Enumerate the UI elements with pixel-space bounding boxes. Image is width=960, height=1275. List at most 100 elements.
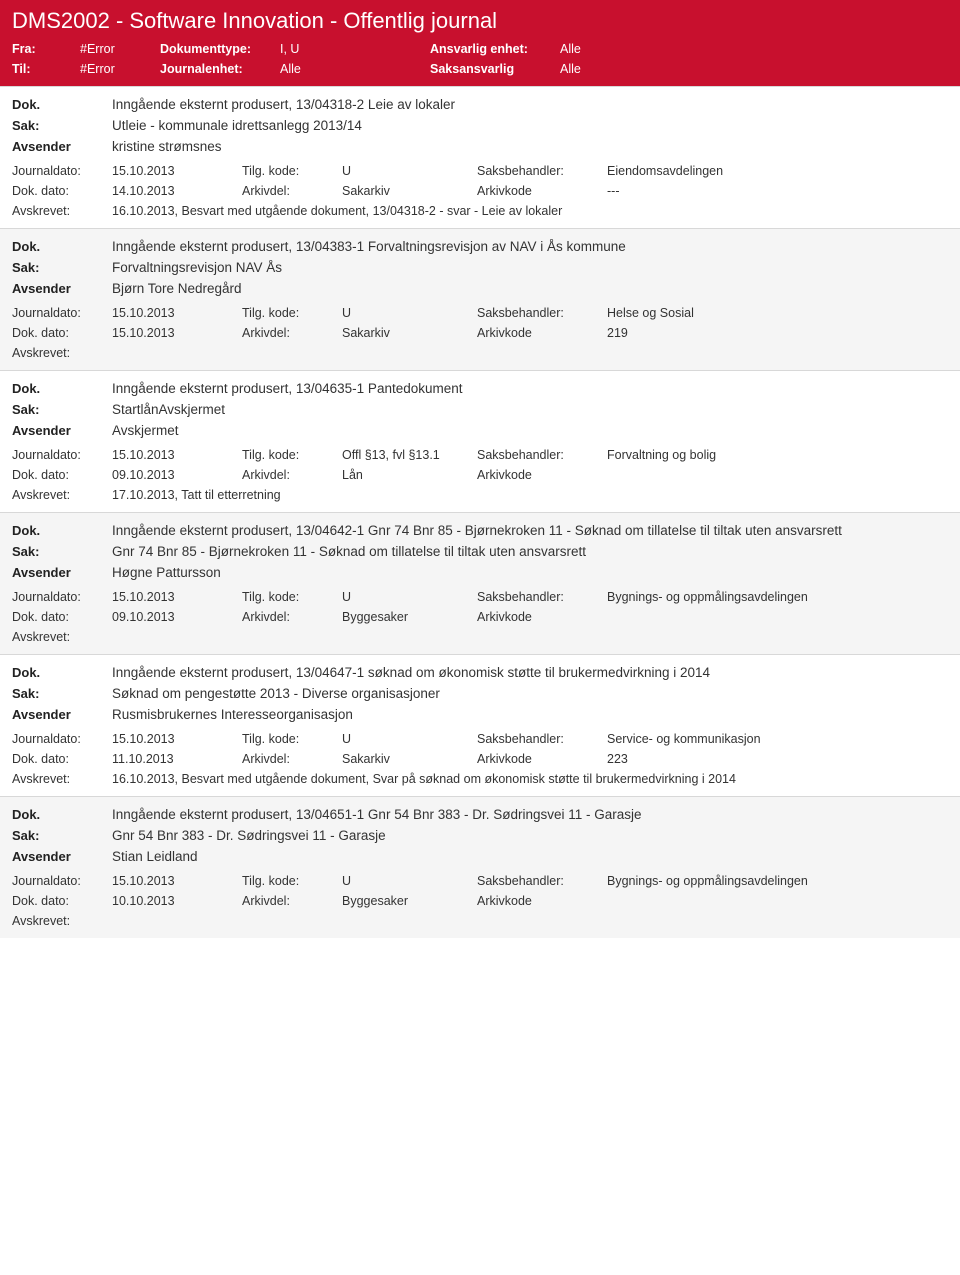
avsender-value: Rusmisbrukernes Interesseorganisasjon (112, 707, 353, 722)
dok-label: Dok. (12, 239, 112, 254)
filter-fra-label: Fra: (12, 42, 80, 56)
avsender-value: Avskjermet (112, 423, 179, 438)
saksbehandler-label: Saksbehandler: (477, 732, 607, 746)
dok-value: Inngående eksternt produsert, 13/04647-1… (112, 665, 710, 680)
journaldato-label: Journaldato: (12, 590, 112, 604)
journaldato-label: Journaldato: (12, 306, 112, 320)
tilgkode-value: U (342, 306, 477, 320)
filter-saksansvarlig-label: Saksansvarlig (430, 62, 560, 76)
avsender-value: Stian Leidland (112, 849, 198, 864)
tilgkode-value: U (342, 590, 477, 604)
arkivkode-value: 219 (607, 326, 948, 340)
arkivkode-label: Arkivkode (477, 752, 607, 766)
tilgkode-label: Tilg. kode: (242, 306, 342, 320)
sak-label: Sak: (12, 544, 112, 559)
avsender-label: Avsender (12, 849, 112, 864)
arkivdel-value: Lån (342, 468, 477, 482)
tilgkode-label: Tilg. kode: (242, 164, 342, 178)
journal-entry: Dok.Inngående eksternt produsert, 13/043… (0, 228, 960, 370)
sak-value: Utleie - kommunale idrettsanlegg 2013/14 (112, 118, 362, 133)
filter-saksansvarlig-value: Alle (560, 62, 581, 76)
dok-value: Inngående eksternt produsert, 13/04318-2… (112, 97, 455, 112)
journal-entry: Dok.Inngående eksternt produsert, 13/043… (0, 86, 960, 228)
avskrevet-label: Avskrevet: (12, 346, 112, 360)
filter-ansvarlig-label: Ansvarlig enhet: (430, 42, 560, 56)
filter-fra-value: #Error (80, 42, 160, 56)
avskrevet-value: 16.10.2013, Besvart med utgående dokumen… (112, 204, 562, 218)
sak-value: StartlånAvskjermet (112, 402, 225, 417)
journal-entry: Dok.Inngående eksternt produsert, 13/046… (0, 370, 960, 512)
dok-value: Inngående eksternt produsert, 13/04642-1… (112, 523, 842, 538)
sak-value: Gnr 74 Bnr 85 - Bjørnekroken 11 - Søknad… (112, 544, 586, 559)
avsender-label: Avsender (12, 565, 112, 580)
dok-label: Dok. (12, 97, 112, 112)
saksbehandler-label: Saksbehandler: (477, 874, 607, 888)
dokdato-value: 14.10.2013 (112, 184, 242, 198)
dokdato-value: 11.10.2013 (112, 752, 242, 766)
tilgkode-label: Tilg. kode: (242, 590, 342, 604)
arkivdel-label: Arkivdel: (242, 326, 342, 340)
sak-label: Sak: (12, 402, 112, 417)
avskrevet-label: Avskrevet: (12, 914, 112, 928)
report-header: DMS2002 - Software Innovation - Offentli… (0, 0, 960, 86)
journaldato-value: 15.10.2013 (112, 732, 242, 746)
dok-label: Dok. (12, 665, 112, 680)
avsender-label: Avsender (12, 423, 112, 438)
dok-label: Dok. (12, 523, 112, 538)
arkivkode-label: Arkivkode (477, 184, 607, 198)
saksbehandler-label: Saksbehandler: (477, 164, 607, 178)
dokdato-value: 09.10.2013 (112, 610, 242, 624)
report-filters: Fra: #Error Til: #Error Dokumenttype: I,… (12, 42, 948, 82)
arkivkode-label: Arkivkode (477, 894, 607, 908)
avsender-value: kristine strømsnes (112, 139, 222, 154)
dokdato-label: Dok. dato: (12, 326, 112, 340)
sak-value: Gnr 54 Bnr 383 - Dr. Sødringsvei 11 - Ga… (112, 828, 386, 843)
avskrevet-label: Avskrevet: (12, 204, 112, 218)
journaldato-value: 15.10.2013 (112, 448, 242, 462)
journaldato-label: Journaldato: (12, 732, 112, 746)
dok-value: Inngående eksternt produsert, 13/04383-1… (112, 239, 626, 254)
tilgkode-label: Tilg. kode: (242, 448, 342, 462)
saksbehandler-value: Bygnings- og oppmålingsavdelingen (607, 874, 948, 888)
saksbehandler-value: Eiendomsavdelingen (607, 164, 948, 178)
arkivdel-value: Sakarkiv (342, 326, 477, 340)
saksbehandler-value: Bygnings- og oppmålingsavdelingen (607, 590, 948, 604)
filter-journalenhet-label: Journalenhet: (160, 62, 280, 76)
sak-label: Sak: (12, 686, 112, 701)
entries-list: Dok.Inngående eksternt produsert, 13/043… (0, 86, 960, 938)
arkivkode-value: --- (607, 184, 948, 198)
dokdato-label: Dok. dato: (12, 468, 112, 482)
saksbehandler-value: Helse og Sosial (607, 306, 948, 320)
saksbehandler-label: Saksbehandler: (477, 590, 607, 604)
journaldato-value: 15.10.2013 (112, 306, 242, 320)
tilgkode-value: U (342, 164, 477, 178)
arkivkode-value: 223 (607, 752, 948, 766)
journal-entry: Dok.Inngående eksternt produsert, 13/046… (0, 512, 960, 654)
sak-label: Sak: (12, 828, 112, 843)
saksbehandler-label: Saksbehandler: (477, 306, 607, 320)
dokdato-value: 10.10.2013 (112, 894, 242, 908)
avsender-value: Bjørn Tore Nedregård (112, 281, 242, 296)
sak-value: Forvaltningsrevisjon NAV Ås (112, 260, 282, 275)
avsender-label: Avsender (12, 139, 112, 154)
arkivdel-label: Arkivdel: (242, 468, 342, 482)
avsender-value: Høgne Pattursson (112, 565, 221, 580)
report-title: DMS2002 - Software Innovation - Offentli… (12, 8, 948, 34)
dokdato-label: Dok. dato: (12, 184, 112, 198)
avskrevet-label: Avskrevet: (12, 630, 112, 644)
arkivkode-label: Arkivkode (477, 610, 607, 624)
filter-journalenhet-value: Alle (280, 62, 430, 76)
journaldato-value: 15.10.2013 (112, 164, 242, 178)
avskrevet-value: 17.10.2013, Tatt til etterretning (112, 488, 281, 502)
dokdato-label: Dok. dato: (12, 752, 112, 766)
journal-entry: Dok.Inngående eksternt produsert, 13/046… (0, 654, 960, 796)
filter-ansvarlig-value: Alle (560, 42, 581, 56)
arkivdel-value: Byggesaker (342, 610, 477, 624)
tilgkode-value: Offl §13, fvl §13.1 (342, 448, 477, 462)
avsender-label: Avsender (12, 281, 112, 296)
filter-doktype-label: Dokumenttype: (160, 42, 280, 56)
saksbehandler-label: Saksbehandler: (477, 448, 607, 462)
dok-label: Dok. (12, 807, 112, 822)
sak-label: Sak: (12, 118, 112, 133)
filter-doktype-value: I, U (280, 42, 430, 56)
